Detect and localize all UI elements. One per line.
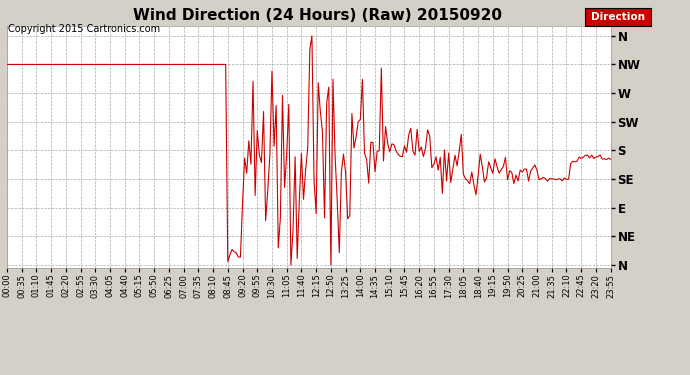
Text: Copyright 2015 Cartronics.com: Copyright 2015 Cartronics.com <box>8 24 160 34</box>
Text: Wind Direction (24 Hours) (Raw) 20150920: Wind Direction (24 Hours) (Raw) 20150920 <box>133 8 502 23</box>
Text: Direction: Direction <box>591 12 645 22</box>
